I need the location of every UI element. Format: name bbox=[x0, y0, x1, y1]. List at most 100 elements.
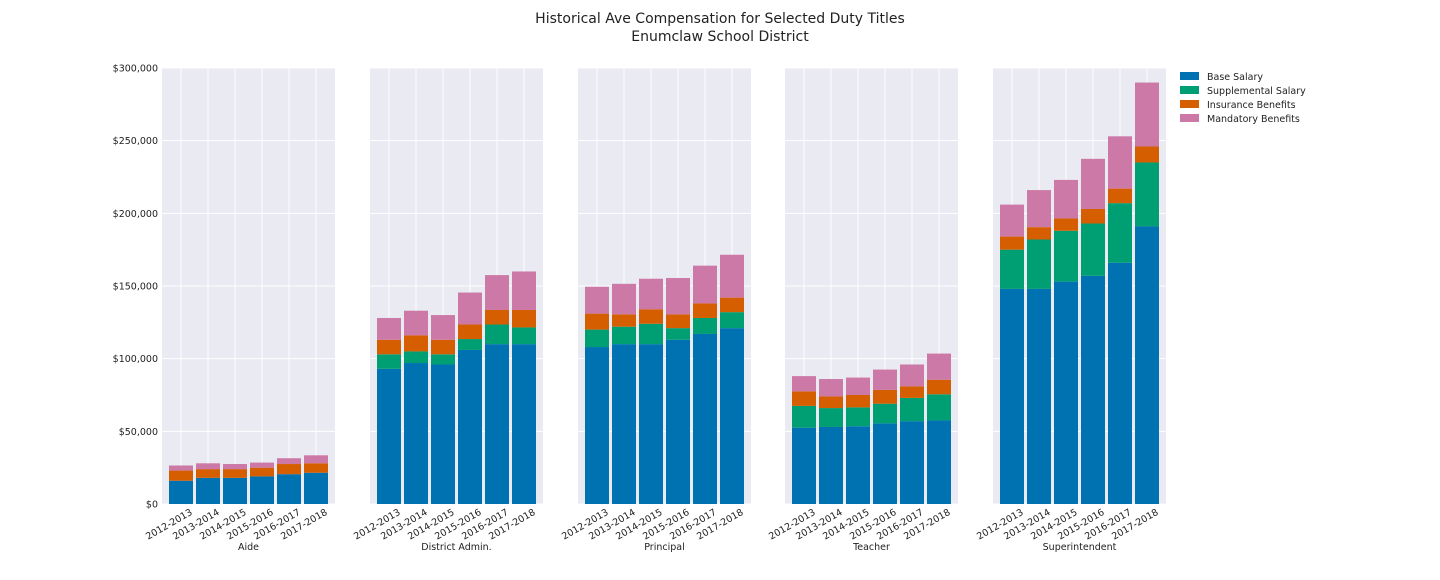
bar-segment-mandatory-benefits bbox=[458, 292, 482, 325]
bar-segment-insurance-benefits bbox=[404, 335, 428, 352]
y-tick-label: $300,000 bbox=[113, 64, 158, 75]
y-tick-label: $200,000 bbox=[113, 209, 158, 220]
bar-segment-base-salary bbox=[693, 333, 717, 504]
bar-segment-base-salary bbox=[223, 477, 247, 504]
bar-segment-supplemental-salary bbox=[1081, 223, 1105, 276]
bar-segment-supplemental-salary bbox=[512, 327, 536, 345]
bar-segment-insurance-benefits bbox=[1135, 146, 1159, 163]
legend-label: Mandatory Benefits bbox=[1207, 114, 1300, 125]
panels-layer: $0 $50,000 $100,000 $150,000 $200,000 $250,00… bbox=[113, 64, 1166, 553]
bar-segment-supplemental-salary bbox=[585, 329, 609, 348]
bar-segment-insurance-benefits bbox=[277, 464, 301, 475]
panel-3: 2012-20132013-20142014-20152015-20162016… bbox=[767, 67, 958, 553]
panel-xlabel: Principal bbox=[644, 542, 684, 553]
bar-segment-supplemental-salary bbox=[1108, 203, 1132, 263]
legend-label: Base Salary bbox=[1207, 72, 1263, 83]
bar-segment-mandatory-benefits bbox=[1108, 136, 1132, 189]
legend-label: Supplemental Salary bbox=[1207, 86, 1306, 97]
bar-segment-mandatory-benefits bbox=[1027, 190, 1051, 228]
bar-segment-base-salary bbox=[1054, 281, 1078, 504]
bar-segment-insurance-benefits bbox=[169, 470, 193, 481]
bar-segment-insurance-benefits bbox=[377, 339, 401, 355]
bar-segment-base-salary bbox=[585, 347, 609, 504]
bar-segment-mandatory-benefits bbox=[720, 254, 744, 298]
bar-segment-base-salary bbox=[819, 426, 843, 504]
panel-1: 2012-20132013-20142014-20152015-20162016… bbox=[352, 67, 543, 553]
panel-4: 2012-20132013-20142014-20152015-20162016… bbox=[975, 67, 1166, 553]
bar-segment-base-salary bbox=[792, 427, 816, 504]
bar-segment-supplemental-salary bbox=[1054, 230, 1078, 282]
bar-segment-supplemental-salary bbox=[792, 405, 816, 428]
bar-segment-insurance-benefits bbox=[1000, 236, 1024, 250]
bar-segment-insurance-benefits bbox=[846, 395, 870, 408]
bar-segment-base-salary bbox=[377, 368, 401, 504]
bar-segment-insurance-benefits bbox=[1108, 188, 1132, 204]
bar-segment-mandatory-benefits bbox=[512, 271, 536, 310]
bar-segment-supplemental-salary bbox=[485, 324, 509, 345]
bar-segment-mandatory-benefits bbox=[304, 455, 328, 464]
bar-segment-base-salary bbox=[1108, 262, 1132, 504]
legend-swatch bbox=[1180, 72, 1199, 80]
legend-label: Insurance Benefits bbox=[1207, 100, 1296, 111]
bar-segment-supplemental-salary bbox=[639, 323, 663, 345]
bar-segment-supplemental-salary bbox=[720, 312, 744, 329]
bar-segment-mandatory-benefits bbox=[612, 283, 636, 315]
bar-segment-supplemental-salary bbox=[666, 328, 690, 340]
bar-segment-insurance-benefits bbox=[485, 309, 509, 325]
bar-segment-mandatory-benefits bbox=[196, 463, 220, 470]
bar-segment-insurance-benefits bbox=[250, 467, 274, 477]
bar-segment-base-salary bbox=[927, 420, 951, 504]
bar-segment-mandatory-benefits bbox=[639, 278, 663, 310]
bar-segment-base-salary bbox=[196, 477, 220, 504]
bar-segment-insurance-benefits bbox=[720, 297, 744, 313]
bar-segment-insurance-benefits bbox=[612, 314, 636, 327]
bar-segment-insurance-benefits bbox=[1027, 227, 1051, 240]
bar-segment-insurance-benefits bbox=[639, 309, 663, 324]
bar-segment-insurance-benefits bbox=[666, 314, 690, 329]
bar-segment-base-salary bbox=[1135, 226, 1159, 504]
panel-0: 2012-20132013-20142014-20152015-20162016… bbox=[144, 67, 335, 553]
bar-segment-mandatory-benefits bbox=[1081, 158, 1105, 209]
panel-xlabel: District Admin. bbox=[421, 542, 491, 553]
bar-segment-mandatory-benefits bbox=[431, 315, 455, 340]
bar-segment-supplemental-salary bbox=[900, 397, 924, 422]
bar-segment-insurance-benefits bbox=[927, 379, 951, 395]
bar-segment-insurance-benefits bbox=[1054, 218, 1078, 231]
bar-segment-insurance-benefits bbox=[1081, 208, 1105, 224]
bar-segment-base-salary bbox=[250, 476, 274, 504]
chart-title: Historical Ave Compensation for Selected… bbox=[535, 11, 905, 27]
bar-segment-base-salary bbox=[169, 480, 193, 504]
bar-segment-base-salary bbox=[277, 474, 301, 504]
panel-xlabel: Aide bbox=[238, 542, 259, 553]
bar-segment-supplemental-salary bbox=[404, 351, 428, 364]
bar-segment-mandatory-benefits bbox=[792, 376, 816, 392]
legend-swatch bbox=[1180, 114, 1199, 122]
bar-segment-base-salary bbox=[1027, 288, 1051, 504]
bar-segment-base-salary bbox=[1081, 275, 1105, 504]
bar-segment-mandatory-benefits bbox=[693, 265, 717, 304]
bar-segment-base-salary bbox=[304, 472, 328, 504]
bar-segment-base-salary bbox=[720, 328, 744, 504]
chart-subtitle: Enumclaw School District bbox=[631, 29, 809, 45]
bar-segment-base-salary bbox=[666, 339, 690, 504]
bar-segment-insurance-benefits bbox=[819, 396, 843, 409]
bar-segment-base-salary bbox=[900, 421, 924, 504]
bar-segment-base-salary bbox=[612, 344, 636, 504]
bar-segment-supplemental-salary bbox=[693, 317, 717, 334]
bar-segment-supplemental-salary bbox=[1000, 249, 1024, 289]
bar-segment-supplemental-salary bbox=[819, 408, 843, 427]
bar-segment-mandatory-benefits bbox=[223, 464, 247, 470]
bar-segment-insurance-benefits bbox=[431, 339, 455, 355]
bar-segment-base-salary bbox=[485, 344, 509, 504]
bar-segment-base-salary bbox=[404, 363, 428, 504]
bar-segment-insurance-benefits bbox=[458, 324, 482, 340]
bar-segment-mandatory-benefits bbox=[377, 317, 401, 340]
bar-segment-supplemental-salary bbox=[458, 339, 482, 350]
bar-segment-mandatory-benefits bbox=[846, 377, 870, 395]
bar-segment-base-salary bbox=[1000, 288, 1024, 504]
bar-segment-supplemental-salary bbox=[431, 354, 455, 365]
bar-segment-base-salary bbox=[431, 364, 455, 504]
bar-segment-insurance-benefits bbox=[304, 463, 328, 473]
bar-segment-supplemental-salary bbox=[1027, 239, 1051, 289]
